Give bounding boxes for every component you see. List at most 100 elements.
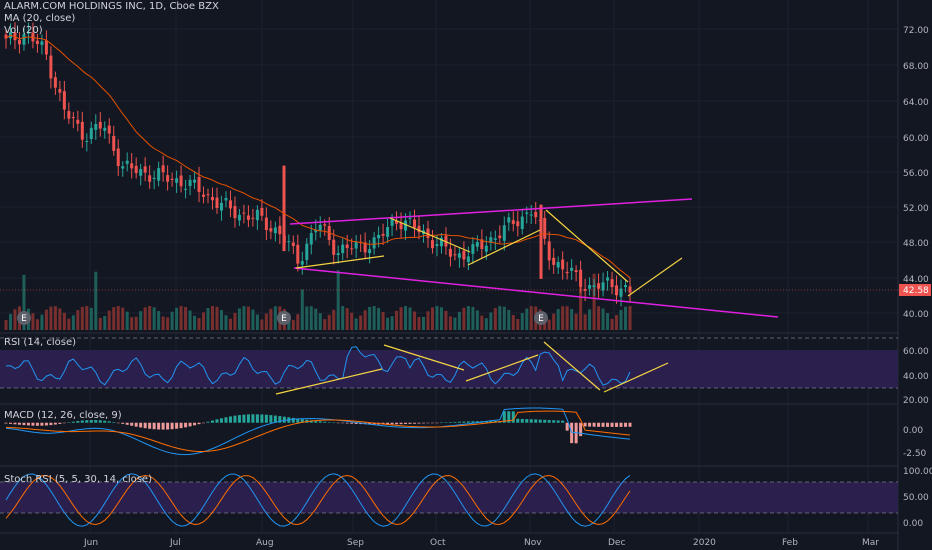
candle-body — [193, 179, 197, 183]
macd-hist-bar — [547, 420, 551, 423]
candle — [242, 204, 246, 224]
macd-hist-bar — [170, 422, 174, 430]
candle-body — [197, 177, 201, 192]
candle — [624, 279, 628, 293]
stoch-legend[interactable]: Stoch RSI (5, 5, 30, 14, close) — [4, 474, 152, 486]
candle — [516, 211, 520, 237]
volume-bar — [511, 314, 515, 330]
volume-bar — [583, 314, 587, 330]
candle — [215, 187, 219, 214]
macd-hist-bar — [404, 422, 408, 425]
rsi-trend-drawings[interactable] — [275, 341, 669, 395]
macd-hist-bar — [552, 420, 556, 423]
candle — [89, 121, 93, 144]
rsi-legend[interactable]: RSI (14, close) — [4, 337, 76, 349]
rsi-trend-2[interactable] — [383, 344, 465, 371]
candle-body — [188, 179, 192, 187]
macd-hist-bar — [282, 416, 286, 423]
main-legend[interactable]: ALARM.COM HOLDINGS INC, 1D, Cboe BZX MA … — [4, 1, 219, 37]
candle-body — [610, 279, 614, 288]
macd-line — [5, 407, 631, 456]
macd-title: MACD (12, 26, close, 9) — [4, 410, 122, 421]
candle — [296, 234, 300, 272]
macd-hist-bar — [112, 422, 116, 423]
trendline-drawings[interactable] — [289, 198, 779, 318]
candle-body — [377, 234, 381, 239]
rsi-trend-4[interactable] — [543, 341, 601, 391]
candle — [152, 170, 156, 190]
rsi-trend-5[interactable] — [603, 362, 669, 393]
macd-legend[interactable]: MACD (12, 26, close, 9) — [4, 410, 122, 422]
macd-hist-bar — [619, 422, 623, 427]
upper-channel-line[interactable] — [289, 198, 693, 225]
earnings-markers[interactable]: E E E — [17, 311, 548, 325]
volume-bar — [152, 307, 156, 330]
price-tick: 60.00 — [903, 134, 929, 144]
candle-body — [296, 244, 300, 264]
stoch-tick: 100.00 — [903, 467, 932, 477]
trend-yellow-5[interactable] — [627, 257, 683, 297]
volume-bar — [601, 308, 605, 330]
candle — [565, 261, 569, 280]
stoch-tick: 50.00 — [903, 493, 929, 503]
volume-bar — [561, 306, 565, 330]
macd-hist-bar — [471, 421, 475, 423]
last-price-value: 42.58 — [903, 286, 929, 296]
time-tick: Jun — [83, 538, 98, 548]
candle — [49, 46, 53, 89]
candle — [67, 102, 71, 124]
rsi-trend-3[interactable] — [465, 354, 539, 382]
macd-hist-bar — [332, 422, 336, 424]
trend-yellow-4[interactable] — [545, 209, 629, 283]
rsi-axis[interactable]: 60.00 40.00 20.00 — [903, 347, 929, 406]
volume-bar — [35, 319, 39, 330]
volume-bar — [588, 309, 592, 330]
price-axis[interactable]: 72.00 68.00 64.00 60.00 56.00 52.00 48.0… — [899, 26, 931, 320]
trend-yellow-1[interactable] — [295, 255, 385, 269]
macd-hist-bar — [143, 422, 147, 429]
price-tick: 56.00 — [903, 169, 929, 179]
candle — [417, 216, 421, 240]
lower-channel-line[interactable] — [293, 267, 779, 318]
time-axis[interactable]: Jun Jul Aug Sep Oct Nov Dec 2020 Feb Mar — [83, 538, 879, 548]
macd-hist-bar — [179, 422, 183, 429]
candle-body — [278, 225, 282, 235]
volume-bar — [471, 306, 475, 330]
candle — [574, 265, 578, 282]
rsi-trend-1[interactable] — [275, 368, 383, 395]
candle — [4, 30, 8, 49]
macd-hist-bar — [345, 422, 349, 424]
earnings-marker-3[interactable]: E — [534, 311, 548, 325]
volume-bar — [31, 313, 35, 330]
volume-bar — [493, 308, 497, 330]
candle-body — [269, 228, 273, 232]
candle — [228, 190, 232, 218]
volume-bar — [49, 306, 53, 330]
volume-bar — [439, 307, 443, 330]
macd-axis[interactable]: 0.00 -2.50 — [903, 426, 927, 459]
candle — [480, 229, 484, 259]
earnings-marker-2[interactable]: E — [277, 311, 291, 325]
candle — [116, 139, 120, 176]
macd-hist-bar — [588, 422, 592, 427]
candle-body — [439, 237, 443, 247]
price-tick: 52.00 — [903, 204, 929, 214]
candle-body — [408, 217, 412, 219]
candle-body — [179, 175, 183, 187]
macd-hist-bar — [556, 420, 560, 423]
candle — [561, 251, 565, 280]
earnings-marker-1[interactable]: E — [17, 311, 31, 325]
time-tick: Aug — [256, 538, 274, 548]
candle-body — [480, 239, 484, 249]
macd-hist-bar — [421, 422, 425, 424]
trend-yellow-2[interactable] — [389, 217, 471, 253]
trend-yellow-3[interactable] — [467, 229, 541, 266]
candle-body — [112, 135, 116, 151]
candle — [606, 271, 610, 291]
candle-body — [58, 89, 62, 93]
stoch-axis[interactable]: 100.00 50.00 0.00 — [903, 467, 932, 529]
time-tick: Dec — [608, 538, 625, 548]
macd-hist-bar — [264, 414, 268, 423]
candle — [170, 172, 174, 187]
